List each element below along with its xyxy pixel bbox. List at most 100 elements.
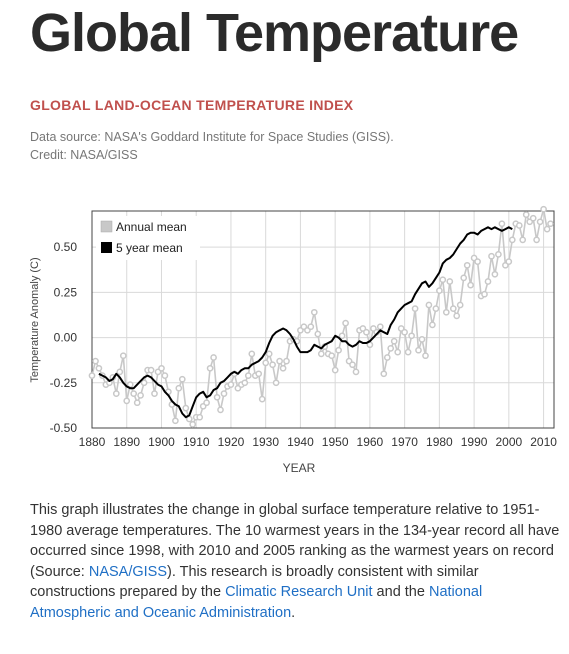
- annual-mean-point: [491, 270, 499, 278]
- annual-mean-point: [342, 319, 349, 327]
- annual-mean-point: [453, 312, 461, 320]
- annual-mean-point: [248, 350, 256, 358]
- annual-mean-point: [269, 361, 276, 369]
- description-text-1: This graph illustrates the change in glo…: [30, 502, 560, 580]
- annual-mean-point: [408, 332, 415, 340]
- annual-mean-point: [432, 305, 440, 312]
- y-tick-label: 0.50: [54, 240, 78, 254]
- y-tick-label: -0.25: [50, 376, 78, 390]
- chart-legend: Annual mean 5 year mean: [96, 216, 200, 260]
- annual-mean-point: [172, 417, 179, 425]
- annual-mean-point: [227, 381, 235, 388]
- annual-mean-point: [335, 346, 342, 354]
- annual-mean-point: [436, 287, 443, 294]
- x-tick-label: 2010: [530, 435, 557, 449]
- annual-mean-series: [88, 205, 554, 428]
- annual-mean-point: [279, 364, 287, 372]
- annual-mean-point: [442, 308, 450, 316]
- five-year-mean-series: [98, 226, 513, 419]
- annual-mean-point: [189, 421, 197, 428]
- annual-mean-point: [460, 274, 468, 282]
- annual-mean-point: [175, 384, 183, 392]
- annual-mean-point: [390, 337, 398, 345]
- x-tick-label: 1880: [79, 435, 106, 449]
- annual-mean-point: [147, 366, 155, 374]
- annual-mean-point: [241, 379, 249, 387]
- y-tick-label: 0.00: [54, 331, 78, 345]
- y-tick-label: -0.50: [50, 421, 78, 435]
- climatic-research-unit-link[interactable]: Climatic Research Unit: [225, 584, 373, 600]
- annual-mean-point: [411, 305, 419, 312]
- annual-mean-point: [363, 328, 370, 336]
- annual-mean-point: [505, 258, 513, 265]
- annual-mean-point: [515, 222, 523, 229]
- annual-mean-point: [119, 352, 127, 360]
- five-year-mean-line: [98, 226, 513, 419]
- annual-mean-point: [95, 364, 103, 372]
- annual-mean-point: [220, 390, 228, 397]
- data-source-credit: Data source: NASA's Goddard Institute fo…: [30, 130, 394, 162]
- annual-mean-point: [116, 368, 124, 376]
- annual-mean-point: [140, 379, 148, 387]
- temperature-chart: -0.50-0.250.000.250.50 1880 1890 1900 1910 1…: [29, 205, 558, 475]
- x-tick-label: 1920: [218, 435, 245, 449]
- annual-mean-point: [540, 205, 547, 213]
- x-tick-label: 1990: [461, 435, 488, 449]
- annual-mean-point: [133, 399, 141, 407]
- annual-mean-point: [467, 281, 474, 289]
- annual-mean-point: [317, 350, 325, 358]
- annual-mean-point: [92, 357, 99, 365]
- annual-mean-point: [161, 372, 169, 379]
- x-tick-label: 1930: [252, 435, 279, 449]
- annual-mean-point: [533, 236, 540, 244]
- description-paragraph: This graph illustrates the change in glo…: [30, 500, 560, 623]
- annual-mean-point: [543, 225, 551, 233]
- annual-mean-point: [276, 357, 283, 365]
- annual-mean-point: [446, 278, 454, 285]
- annual-mean-point: [158, 364, 165, 372]
- x-tick-label: 1910: [183, 435, 210, 449]
- annual-mean-point: [508, 236, 516, 244]
- description-text-2: ). This research is broadly consistent w…: [30, 563, 479, 601]
- annual-mean-point: [338, 332, 346, 340]
- annual-mean-point: [130, 390, 138, 397]
- description-text-4: .: [291, 604, 296, 621]
- annual-mean-point: [262, 359, 270, 367]
- annual-mean-point: [307, 323, 315, 331]
- annual-mean-point: [376, 323, 384, 331]
- annual-mean-point: [123, 397, 131, 405]
- description-text-3: and the: [372, 584, 429, 600]
- legend-five-year-label: 5 year mean: [116, 241, 183, 255]
- x-tick-label: 1890: [113, 435, 140, 449]
- annual-mean-point: [182, 404, 190, 412]
- annual-mean-point: [137, 392, 144, 399]
- legend-annual-label: Annual mean: [116, 220, 187, 234]
- noaa-link[interactable]: National Atmospheric and Oceanic Adminis…: [30, 584, 483, 621]
- annual-mean-point: [265, 350, 273, 358]
- annual-mean-point: [488, 252, 495, 260]
- y-axis-label: Temperature Anomaly (C): [29, 257, 41, 382]
- annual-mean-point: [474, 258, 481, 265]
- annual-mean-point: [401, 328, 408, 336]
- annual-mean-point: [349, 361, 356, 369]
- x-tick-label: 1950: [322, 435, 349, 449]
- plot-border: [91, 210, 555, 429]
- annual-mean-point: [380, 370, 388, 378]
- y-axis-ticks: -0.50 -0.25 0.00 0.25 0.50: [50, 240, 78, 435]
- annual-mean-point: [331, 366, 339, 374]
- annual-mean-point: [404, 348, 412, 356]
- x-tick-label: 1970: [391, 435, 418, 449]
- annual-mean-point: [439, 276, 447, 284]
- annual-mean-point: [449, 305, 457, 312]
- annual-mean-point: [463, 261, 471, 269]
- x-axis-ticks: 1880 1890 1900 1910 1920 1930 1940 1950 1960 1970…: [79, 435, 558, 449]
- x-axis-label: YEAR: [283, 461, 316, 475]
- annual-mean-point: [415, 346, 422, 354]
- x-tick-label: 2000: [495, 435, 522, 449]
- annual-mean-point: [213, 393, 221, 401]
- annual-mean-point: [425, 301, 433, 309]
- nasa-giss-link[interactable]: NASA/GISS: [88, 563, 168, 580]
- annual-mean-point: [255, 370, 263, 378]
- y-tick-label: 0.25: [54, 285, 78, 299]
- x-tick-label: 1980: [426, 435, 453, 449]
